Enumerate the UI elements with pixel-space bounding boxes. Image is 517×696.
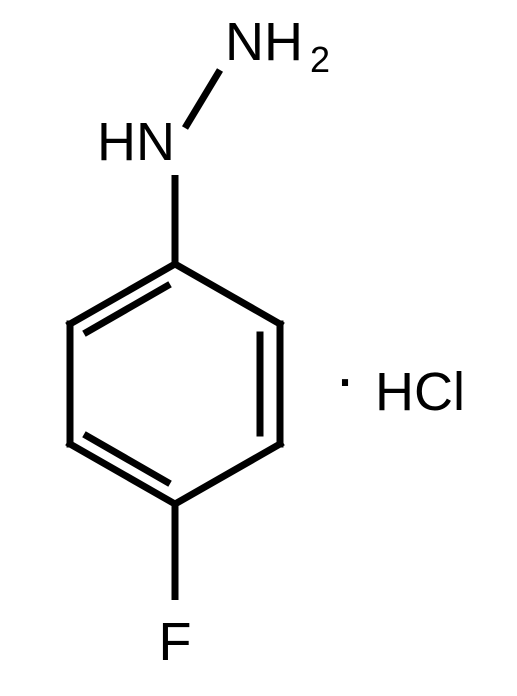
bond-n-n xyxy=(185,70,220,128)
benzene-ring xyxy=(70,264,280,504)
bond-ring-3 xyxy=(175,444,280,504)
substituent-bonds xyxy=(175,70,220,600)
bond-ring-1 xyxy=(175,264,280,324)
label-hcl: HCl xyxy=(375,362,465,422)
label-hn: HN xyxy=(97,112,175,172)
label-nh-sub: 2 xyxy=(310,39,330,80)
label-f: F xyxy=(159,612,192,672)
molecule-diagram: HN NH 2 F · HCl xyxy=(0,0,517,696)
label-nh: NH xyxy=(225,12,303,72)
salt-dot: · xyxy=(334,342,355,414)
